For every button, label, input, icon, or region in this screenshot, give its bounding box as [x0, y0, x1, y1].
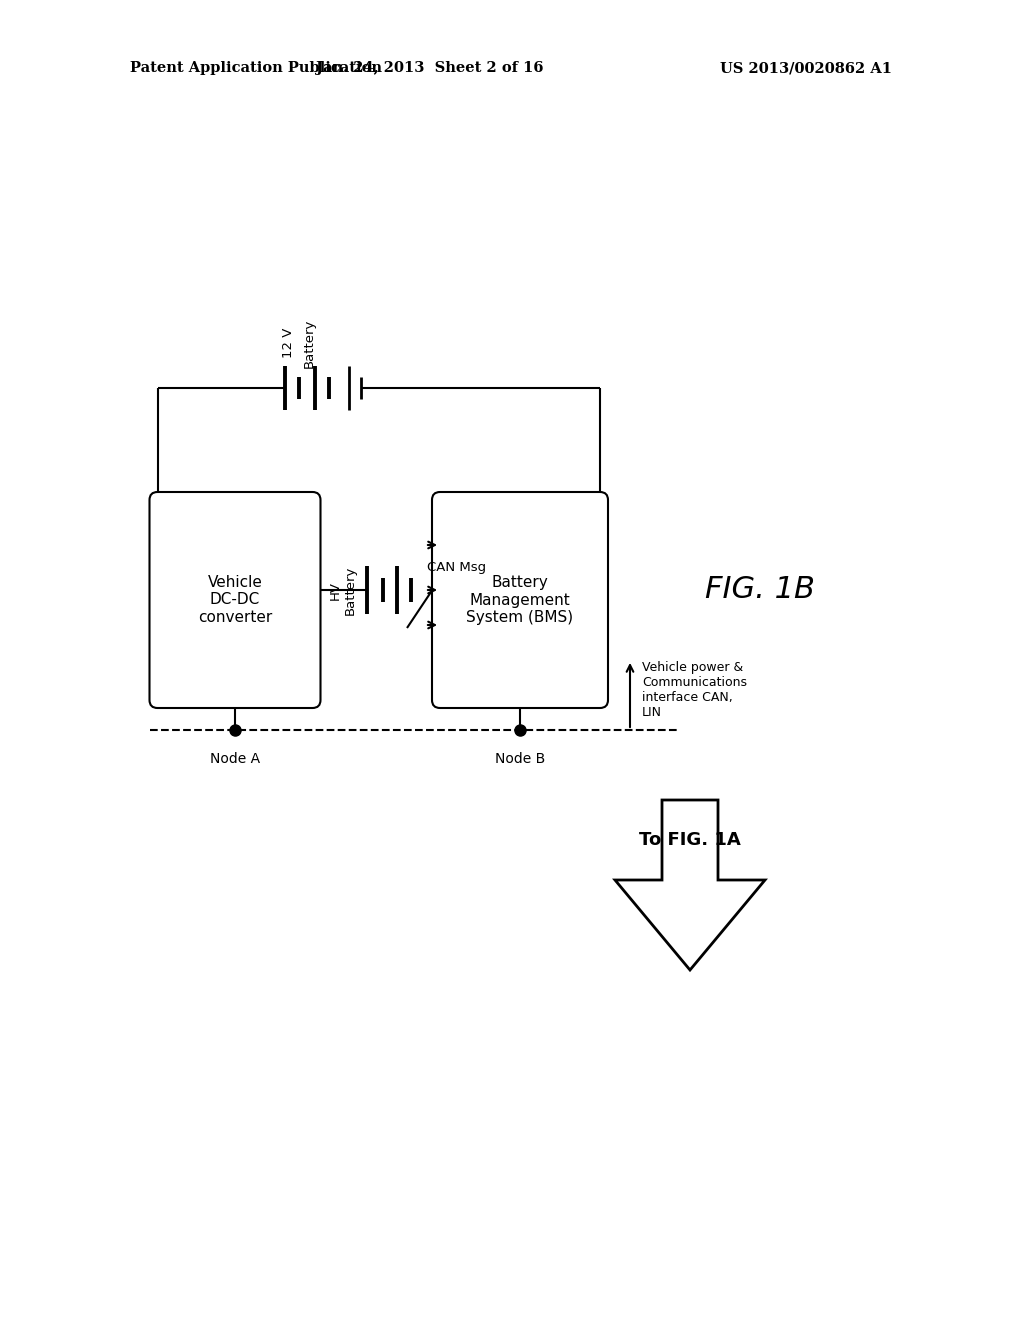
Text: Jan. 24, 2013  Sheet 2 of 16: Jan. 24, 2013 Sheet 2 of 16 — [316, 61, 544, 75]
Text: Battery: Battery — [343, 565, 356, 615]
Text: To FIG. 1A: To FIG. 1A — [639, 832, 741, 849]
Text: Node A: Node A — [210, 752, 260, 766]
Polygon shape — [615, 800, 765, 970]
Text: Node B: Node B — [495, 752, 545, 766]
Text: Battery
Management
System (BMS): Battery Management System (BMS) — [467, 576, 573, 624]
Text: Battery: Battery — [302, 318, 315, 368]
Text: FIG. 1B: FIG. 1B — [706, 576, 815, 605]
Text: Patent Application Publication: Patent Application Publication — [130, 61, 382, 75]
Text: HV: HV — [329, 581, 341, 599]
Text: CAN Msg: CAN Msg — [427, 561, 486, 574]
Text: Vehicle
DC-DC
converter: Vehicle DC-DC converter — [198, 576, 272, 624]
FancyBboxPatch shape — [150, 492, 321, 708]
Text: 12 V: 12 V — [283, 327, 296, 358]
Text: Vehicle power &
Communications
interface CAN,
LIN: Vehicle power & Communications interface… — [642, 661, 746, 719]
Text: US 2013/0020862 A1: US 2013/0020862 A1 — [720, 61, 892, 75]
FancyBboxPatch shape — [432, 492, 608, 708]
